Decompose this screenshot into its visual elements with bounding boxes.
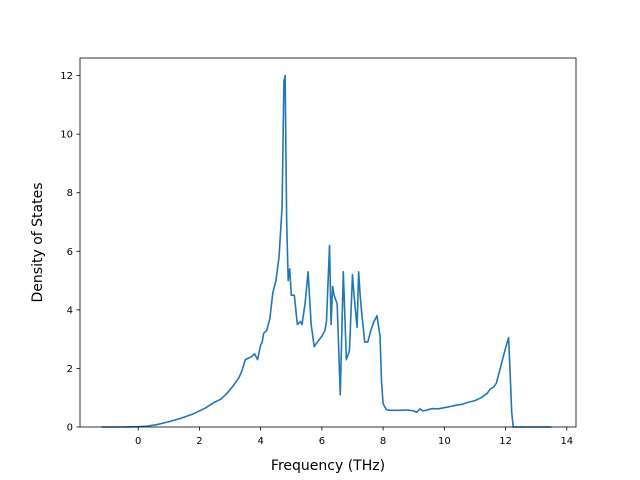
y-tick-label: 12 — [60, 71, 73, 82]
x-tick-label: 14 — [560, 436, 573, 447]
x-tick-label: 0 — [135, 436, 141, 447]
x-axis-ticks: 0 2 4 6 8 10 12 14 — [135, 427, 573, 447]
y-tick-label: 10 — [60, 130, 73, 141]
x-tick-label: 6 — [319, 436, 325, 447]
y-tick-label: 0 — [67, 423, 73, 434]
y-axis-label: Density of States — [30, 183, 46, 303]
y-tick-label: 8 — [67, 188, 73, 199]
dos-series-line — [101, 74, 552, 428]
x-tick-label: 12 — [499, 436, 512, 447]
plot-area — [101, 74, 552, 428]
axes-frame — [79, 57, 577, 428]
x-tick-label: 2 — [196, 436, 202, 447]
x-tick-label: 8 — [380, 436, 386, 447]
x-tick-label: 4 — [257, 436, 263, 447]
x-axis-label: Frequency (THz) — [271, 458, 385, 474]
x-tick-label: 10 — [438, 436, 451, 447]
y-tick-label: 4 — [67, 305, 73, 316]
y-axis-ticks: 0 2 4 6 8 10 12 — [60, 71, 80, 434]
y-tick-label: 6 — [67, 247, 73, 258]
y-tick-label: 2 — [67, 364, 73, 375]
